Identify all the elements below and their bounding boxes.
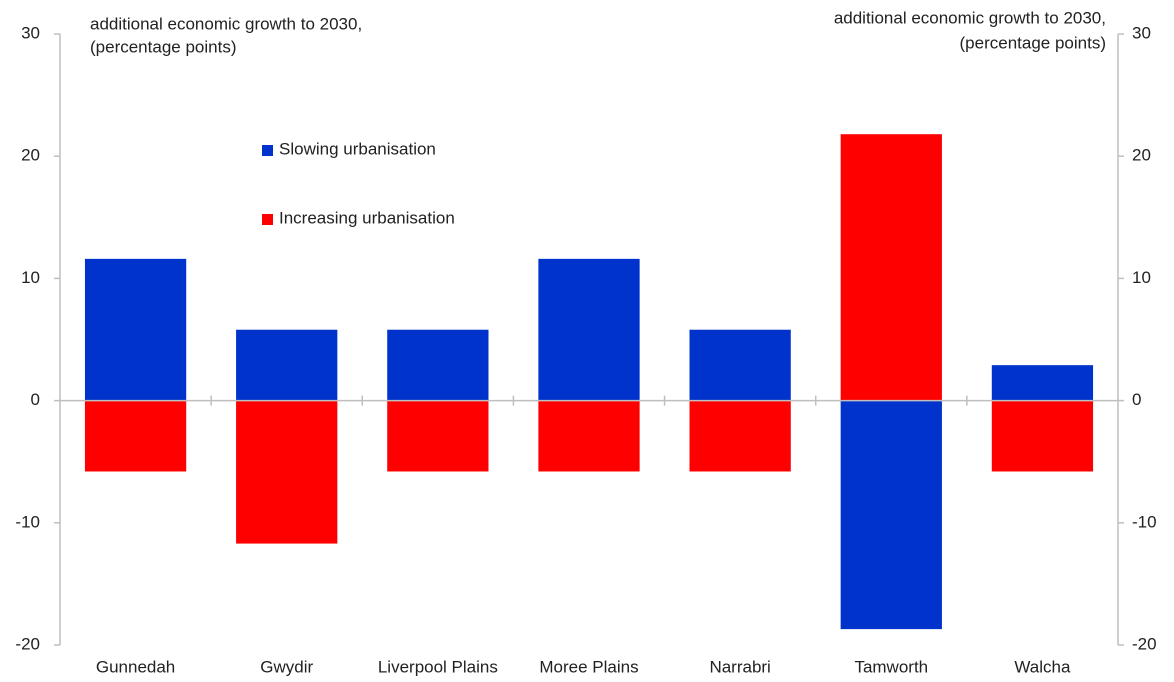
bar [84, 258, 187, 401]
y2-tick-label: -10 [1132, 512, 1157, 531]
y2-axis-label: additional economic growth to 2030, [834, 8, 1106, 27]
y-tick-label: -20 [15, 634, 40, 653]
y-tick-label: 30 [21, 23, 40, 42]
bar [538, 258, 640, 401]
bar [689, 400, 791, 472]
y2-axis-label: (percentage points) [960, 33, 1106, 52]
legend-label: Slowing urbanisation [279, 139, 436, 158]
y-tick-label: 0 [31, 390, 40, 409]
x-tick-label: Walcha [1014, 657, 1071, 676]
legend-swatch [262, 145, 273, 156]
y2-tick-label: 0 [1132, 390, 1141, 409]
bar [236, 329, 338, 401]
x-tick-label: Gunnedah [96, 657, 175, 676]
bar [689, 329, 791, 401]
y-tick-label: -10 [15, 512, 40, 531]
bar [538, 400, 640, 472]
y2-tick-label: 30 [1132, 23, 1151, 42]
y2-tick-label: -20 [1132, 634, 1157, 653]
x-tick-label: Gwydir [260, 657, 313, 676]
y-tick-label: 20 [21, 146, 40, 165]
bar [236, 400, 338, 544]
y-tick-label: 10 [21, 268, 40, 287]
x-tick-label: Liverpool Plains [378, 657, 498, 676]
x-tick-label: Tamworth [854, 657, 928, 676]
y-axis-label: additional economic growth to 2030, [90, 14, 362, 33]
legend-label: Increasing urbanisation [279, 208, 455, 227]
bar [387, 400, 489, 472]
y2-tick-label: 20 [1132, 146, 1151, 165]
bar [840, 400, 942, 630]
legend-swatch [262, 214, 273, 225]
bar [991, 400, 1094, 472]
bar [84, 400, 187, 472]
x-tick-label: Narrabri [709, 657, 770, 676]
y2-tick-label: 10 [1132, 268, 1151, 287]
bar [840, 134, 942, 401]
x-tick-label: Moree Plains [539, 657, 638, 676]
bar [387, 329, 489, 401]
bar [991, 365, 1094, 401]
y-axis-label: (percentage points) [90, 37, 236, 56]
